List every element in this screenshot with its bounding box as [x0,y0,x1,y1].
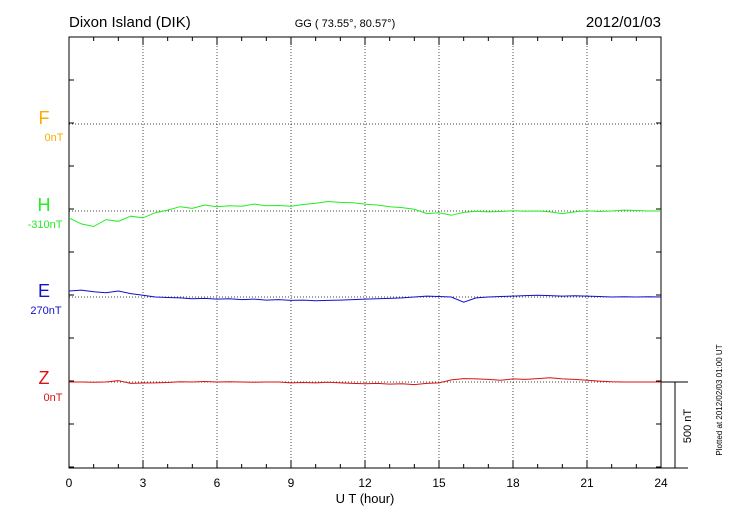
x-tick-label: 21 [580,476,594,490]
series-line-z [69,377,661,386]
series-label-e: E [38,281,50,301]
scale-bar-label: 500 nT [682,409,694,444]
series-line-h [68,200,661,228]
x-tick-label: 6 [214,476,221,490]
scale-bar: 500 nT [661,381,694,469]
series-label-z: Z [39,368,50,388]
axis-ticks: 0 3 6 9 12 15 18 21 24 [66,37,668,490]
grid-lines [69,37,661,468]
x-tick-label: 0 [66,476,73,490]
coords-label: GG ( 73.55°, 80.57°) [295,18,396,30]
x-tick-label: 9 [288,476,295,490]
x-tick-label: 15 [432,476,446,490]
series-line-e [68,289,662,303]
date-label: 2012/01/03 [586,14,661,31]
series-offset-z: 0nT [44,392,63,404]
x-tick-label: 3 [140,476,147,490]
series-label-h: H [38,195,51,215]
series-label-f: F [39,108,50,128]
x-axis-title: U T (hour) [336,491,395,506]
series-offset-h: -310nT [28,219,63,231]
series-offset-e: 270nT [30,305,61,317]
x-tick-label: 12 [358,476,372,490]
x-tick-label: 18 [506,476,520,490]
station-title: Dixon Island (DIK) [69,14,191,31]
plotted-note: Plotted at 2012/02/03 01:00 UT [715,344,724,455]
x-tick-label: 24 [654,476,668,490]
series-offset-f: 0nT [45,132,64,144]
series-lines [68,200,662,386]
